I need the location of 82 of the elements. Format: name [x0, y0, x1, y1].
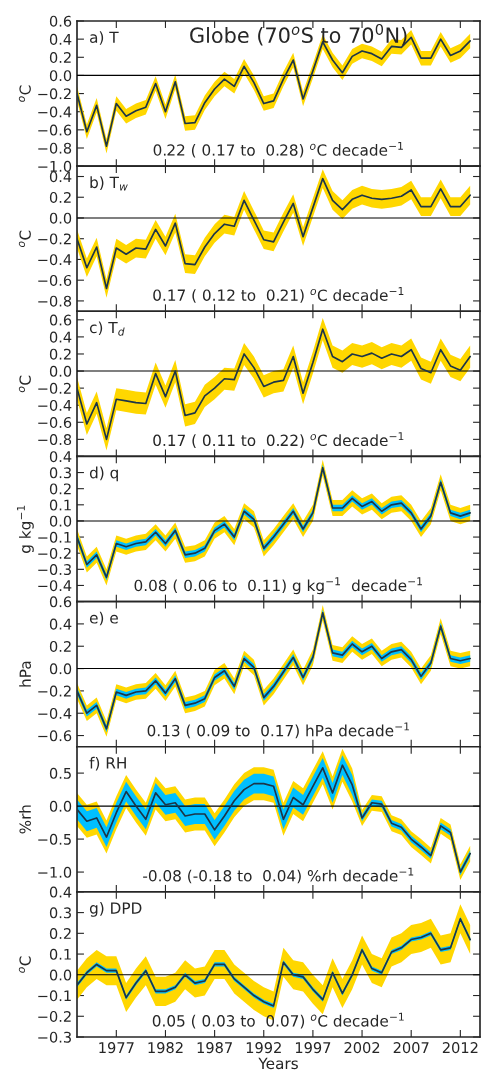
y-tick-label: −0.4	[38, 707, 72, 719]
y-tick-label: 0.2	[49, 640, 71, 652]
annotation: -0.08 (-0.18 to 0.04) %rh decade$^{−1}$	[143, 867, 414, 884]
y-tick-label: −0.4	[38, 254, 72, 266]
y-tick-label: −0.2	[38, 1010, 71, 1023]
y-tick-label: 0.2	[49, 191, 71, 203]
y-tick-label: 0.0	[49, 70, 72, 82]
y-tick-label: 0.2	[49, 348, 71, 360]
y-tick-label: 0.0	[49, 800, 72, 812]
y-tick-label: 0.4	[49, 171, 72, 183]
y-tick-label: −0.2	[38, 88, 71, 100]
annotation: 0.17 ( 0.12 to 0.21) $^{o}$C decade$^{−1}$	[153, 287, 404, 303]
text: a) T	[90, 31, 119, 45]
text: d) q	[89, 466, 118, 482]
annotation: 0.05 ( 0.03 to 0.07) $^{o}$C decade$^{−1}$	[152, 1012, 404, 1029]
y-tick-label: −0.2	[38, 685, 71, 697]
y-tick-label: −0.5	[38, 833, 71, 845]
y-tick-label: −0.8	[38, 295, 72, 307]
x-tick-label: 1982	[148, 1042, 183, 1054]
y-tick-label: −0.6	[38, 416, 72, 429]
y-tick-label: −0.4	[38, 106, 72, 118]
x-tick-label: 1997	[295, 1042, 331, 1054]
text: g) DPD	[89, 902, 142, 917]
y-axis-title: $^{o}$C	[18, 956, 31, 973]
y-tick-label: −0.6	[38, 274, 72, 286]
y-tick-label: −0.4	[38, 580, 72, 592]
y-tick-label: 0.4	[49, 618, 72, 630]
y-tick-label: 0.3	[49, 467, 71, 479]
y-tick-label: −0.1	[38, 990, 71, 1002]
y-tick-label: −0.3	[38, 564, 71, 576]
y-tick-label: −0.1	[38, 531, 71, 543]
y-axis-title: hPa	[19, 661, 31, 687]
x-tick-label: 2002	[344, 1042, 380, 1054]
y-tick-label: 0.2	[49, 928, 71, 940]
y-tick-label: 0.5	[49, 767, 71, 779]
x-tick-label: 1987	[197, 1042, 232, 1054]
y-tick-label: 0.0	[49, 365, 72, 377]
y-tick-label: 0.4	[49, 331, 72, 343]
y-tick-label: −0.2	[38, 382, 71, 394]
y-tick-label: −0.8	[38, 142, 72, 154]
y-tick-label: 0.6	[49, 314, 72, 326]
y-tick-label: 0.0	[49, 969, 72, 981]
annotation: 0.13 ( 0.09 to 0.17) hPa decade$^{−1}$	[147, 722, 410, 739]
text: f) RH	[89, 756, 126, 771]
y-axis-title: %rh	[19, 805, 31, 834]
y-tick-label: 0.3	[49, 907, 71, 919]
y-tick-label: −0.2	[38, 547, 71, 559]
x-tick-label: 2012	[442, 1042, 478, 1054]
y-tick-label: −1.0	[38, 866, 72, 878]
y-tick-label: −0.8	[38, 434, 72, 446]
y-tick-label: −0.3	[38, 1031, 71, 1043]
y-tick-label: 0.1	[49, 948, 71, 960]
y-tick-label: 0.6	[49, 15, 72, 27]
annotation: 0.08 ( 0.06 to 0.11) g kg$^{−1}$ decade$^{−1}$	[134, 577, 422, 595]
text: c) T$_{d}$	[89, 321, 125, 336]
y-tick-label: 0.0	[49, 515, 72, 527]
x-tick-label: 1992	[246, 1042, 281, 1054]
x-tick-label: 2007	[393, 1042, 429, 1054]
text: e) e	[89, 611, 118, 626]
annotation: 0.22 ( 0.17 to 0.28) $^{o}$C decade$^{−1}$	[153, 141, 403, 158]
y-axis-title: $^{o}$C	[18, 375, 31, 393]
y-axis-title: $^{o}$C	[18, 230, 31, 248]
y-tick-label: −0.6	[38, 730, 72, 742]
y-axis-title: $^{o}$C	[18, 85, 31, 102]
y-tick-label: 0.4	[49, 886, 72, 898]
x-axis-title: Years	[258, 1057, 298, 1070]
y-tick-label: −0.6	[38, 124, 72, 136]
y-tick-label: 0.0	[49, 212, 72, 224]
y-axis-title: g kg$^{−1}$	[16, 505, 34, 553]
y-tick-label: 0.6	[49, 596, 72, 608]
y-tick-label: −0.2	[38, 233, 71, 245]
annotation: 0.17 ( 0.11 to 0.22) $^{o}$C decade$^{−1}$	[153, 432, 404, 448]
y-tick-label: 0.4	[49, 33, 72, 45]
y-tick-label: −1.0	[38, 160, 72, 172]
text: b) T$_{w}$	[90, 176, 128, 191]
y-tick-label: 0.2	[49, 52, 71, 64]
y-tick-label: 0.2	[49, 483, 71, 495]
x-tick-label: 1977	[99, 1042, 134, 1054]
y-tick-label: 0.4	[49, 451, 72, 463]
y-tick-label: −0.4	[38, 399, 72, 411]
y-tick-label: 0.0	[49, 663, 72, 675]
y-tick-label: 0.1	[49, 499, 71, 511]
